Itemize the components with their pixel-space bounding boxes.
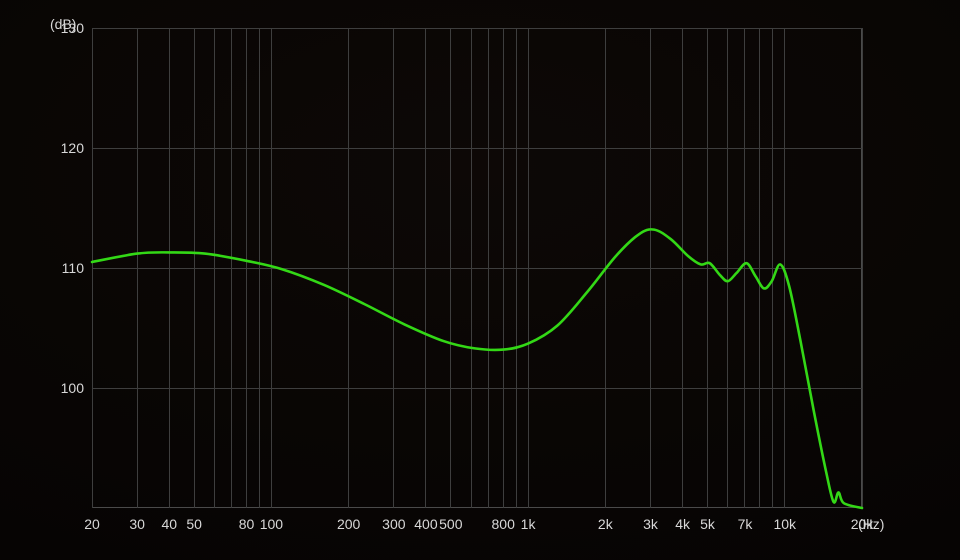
y-tick-label: 120 (61, 140, 84, 156)
x-tick-label: 300 (382, 516, 405, 532)
response-curve-path (92, 229, 862, 508)
response-curve (92, 28, 862, 508)
x-tick-label: 7k (738, 516, 753, 532)
plot-area (92, 28, 862, 508)
y-tick-label: 130 (61, 20, 84, 36)
y-tick-label: 110 (62, 260, 84, 276)
x-tick-label: 4k (675, 516, 690, 532)
x-tick-label: 3k (643, 516, 658, 532)
x-tick-label: 1k (521, 516, 536, 532)
x-tick-label: 50 (186, 516, 202, 532)
x-tick-label: 400 (414, 516, 437, 532)
x-tick-label: 20k (851, 516, 874, 532)
x-tick-label: 2k (598, 516, 613, 532)
x-tick-label: 200 (337, 516, 360, 532)
x-tick-label: 80 (239, 516, 255, 532)
x-tick-label: 800 (492, 516, 515, 532)
x-tick-label: 5k (700, 516, 715, 532)
x-tick-label: 10k (773, 516, 796, 532)
x-tick-label: 500 (439, 516, 462, 532)
x-tick-label: 40 (161, 516, 177, 532)
frequency-response-chart: (dB) (Hz) 100110120130203040508010020030… (0, 0, 960, 560)
x-tick-label: 20 (84, 516, 100, 532)
x-tick-label: 30 (129, 516, 145, 532)
x-tick-label: 100 (260, 516, 283, 532)
y-tick-label: 100 (61, 380, 84, 396)
